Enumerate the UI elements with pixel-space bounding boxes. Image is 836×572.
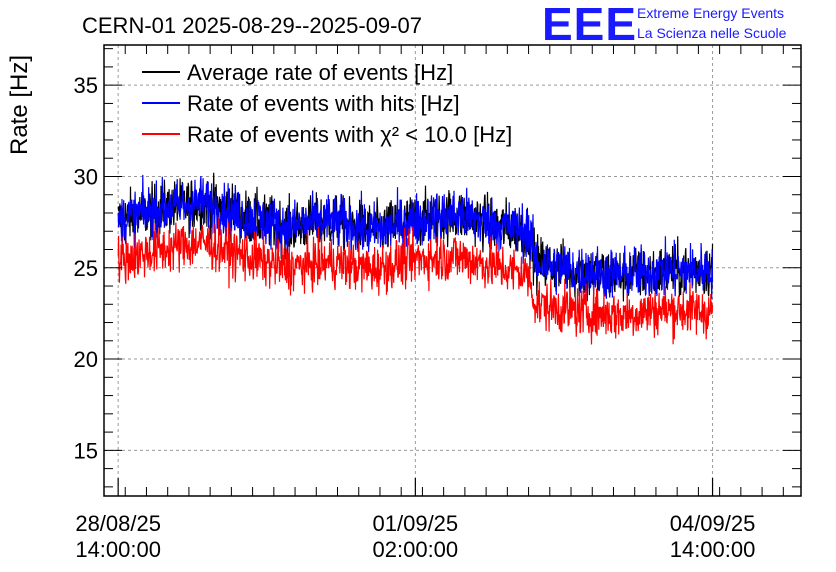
legend-entry-average: Average rate of events [Hz] [142, 60, 453, 85]
logo-line-2: La Scienza nelle Scuole [637, 25, 787, 41]
x-tick-label-date: 01/09/25 [373, 511, 459, 536]
series-chi2 [117, 216, 714, 345]
legend-label-chi2: Rate of events with χ² < 10.0 [Hz] [187, 122, 512, 147]
legend-label-average: Average rate of events [Hz] [187, 60, 453, 85]
grid [104, 45, 801, 496]
x-tick-label-time: 14:00:00 [75, 537, 161, 562]
y-axis-label: Rate [Hz] [6, 55, 33, 155]
x-axis: 28/08/2514:00:0001/09/2502:00:0004/09/25… [75, 45, 784, 562]
x-tick-label-time: 14:00:00 [670, 537, 756, 562]
y-tick-label: 20 [74, 347, 98, 372]
series-layer [117, 172, 714, 345]
x-tick-label-date: 28/08/25 [75, 511, 161, 536]
y-tick-label: 35 [74, 73, 98, 98]
legend-entry-chi2: Rate of events with χ² < 10.0 [Hz] [142, 122, 512, 147]
plot-frame [103, 44, 802, 497]
logo-line-1: Extreme Energy Events [637, 5, 784, 21]
chart-title: CERN-01 2025-08-29--2025-09-07 [82, 13, 422, 38]
plot-border [103, 44, 802, 497]
series-hits [117, 174, 714, 302]
x-tick-label-date: 04/09/25 [670, 511, 756, 536]
eee-logo: EEE Extreme Energy Events La Scienza nel… [542, 0, 787, 50]
legend: Average rate of events [Hz] Rate of even… [142, 60, 512, 147]
x-tick-label-time: 02:00:00 [373, 537, 459, 562]
y-tick-label: 15 [74, 438, 98, 463]
y-tick-label: 25 [74, 256, 98, 281]
legend-entry-hits: Rate of events with hits [Hz] [142, 91, 460, 116]
y-axis: 15 20 25 30 35 [74, 48, 801, 488]
y-tick-label: 30 [74, 164, 98, 189]
logo-letters: EEE [542, 0, 637, 50]
legend-label-hits: Rate of events with hits [Hz] [187, 91, 460, 116]
